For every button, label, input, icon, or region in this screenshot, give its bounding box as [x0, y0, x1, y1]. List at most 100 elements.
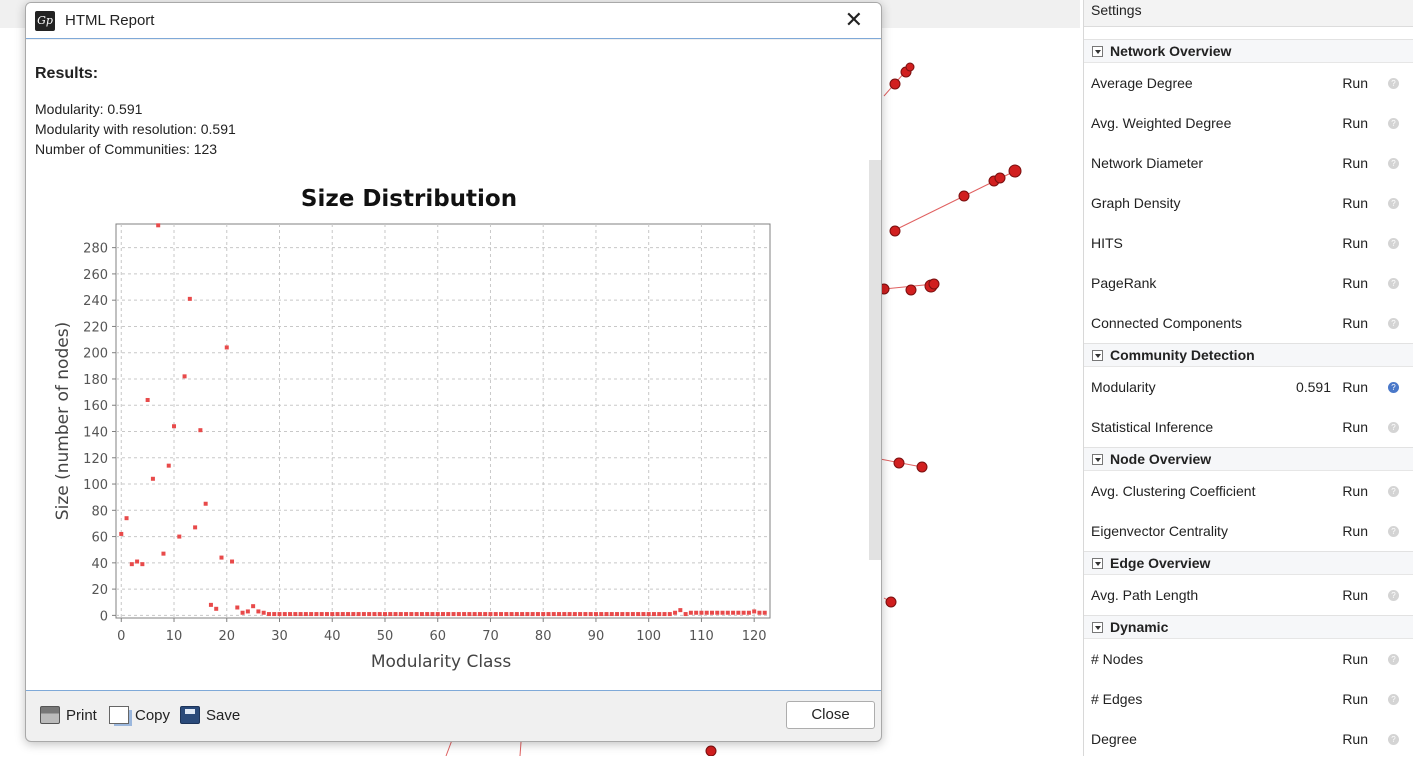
- data-point: [324, 612, 329, 617]
- report-content[interactable]: Results: Modularity: 0.591 Modularity wi…: [26, 40, 881, 691]
- help-icon[interactable]: ?: [1388, 421, 1399, 433]
- report-scrollbar[interactable]: [869, 160, 881, 560]
- stat-label: Average Degree: [1091, 75, 1193, 91]
- dialog-titlebar[interactable]: Gp HTML Report ✕: [26, 3, 881, 39]
- stat-value: 0.591: [1295, 379, 1331, 395]
- graph-node[interactable]: [1008, 164, 1022, 178]
- run-button[interactable]: Run: [1342, 315, 1368, 331]
- collapse-toggle-icon[interactable]: [1092, 453, 1103, 465]
- graph-node[interactable]: [889, 78, 901, 90]
- help-icon[interactable]: ?: [1388, 693, 1399, 705]
- section-header-community-detection[interactable]: Community Detection: [1084, 343, 1413, 367]
- graph-node[interactable]: [905, 62, 915, 72]
- help-icon[interactable]: ?: [1388, 157, 1399, 169]
- settings-panel-title: Settings: [1084, 0, 1413, 27]
- graph-edge: [445, 739, 453, 756]
- run-button[interactable]: Run: [1342, 75, 1368, 91]
- help-icon[interactable]: ?: [1388, 653, 1399, 665]
- y-tick-label: 140: [83, 426, 108, 441]
- collapse-toggle-icon[interactable]: [1092, 557, 1103, 569]
- graph-node[interactable]: [885, 596, 897, 608]
- graph-node[interactable]: [928, 278, 940, 290]
- data-point: [335, 612, 340, 617]
- run-button[interactable]: Run: [1342, 419, 1368, 435]
- collapse-toggle-icon[interactable]: [1092, 45, 1103, 57]
- stat-label: Graph Density: [1091, 195, 1181, 211]
- data-point: [488, 612, 493, 617]
- data-point: [720, 610, 725, 615]
- stat-row-avg-path-length: Avg. Path Length Run?: [1084, 575, 1413, 615]
- run-button[interactable]: Run: [1342, 275, 1368, 291]
- data-point: [588, 612, 593, 617]
- collapse-toggle-icon[interactable]: [1092, 621, 1103, 633]
- data-point: [156, 223, 161, 228]
- help-icon[interactable]: ?: [1388, 525, 1399, 537]
- graph-node[interactable]: [893, 457, 905, 469]
- data-point: [351, 612, 356, 617]
- help-icon[interactable]: ?: [1388, 485, 1399, 497]
- run-button[interactable]: Run: [1342, 235, 1368, 251]
- run-button[interactable]: Run: [1342, 115, 1368, 131]
- graph-node[interactable]: [705, 745, 717, 756]
- run-button[interactable]: Run: [1342, 691, 1368, 707]
- collapse-toggle-icon[interactable]: [1092, 349, 1103, 361]
- graph-node[interactable]: [889, 225, 901, 237]
- data-point: [419, 612, 424, 617]
- help-icon[interactable]: ?: [1388, 317, 1399, 329]
- data-point: [736, 610, 741, 615]
- help-icon[interactable]: ?: [1388, 381, 1399, 393]
- data-point: [129, 562, 134, 567]
- help-icon[interactable]: ?: [1388, 733, 1399, 745]
- gephi-logo-icon: Gp: [35, 10, 55, 31]
- print-button[interactable]: Print: [40, 706, 97, 724]
- stat-row-average-degree: Average Degree Run?: [1084, 63, 1413, 103]
- help-icon[interactable]: ?: [1388, 277, 1399, 289]
- run-button[interactable]: Run: [1342, 587, 1368, 603]
- help-icon[interactable]: ?: [1388, 117, 1399, 129]
- help-icon[interactable]: ?: [1388, 589, 1399, 601]
- save-button[interactable]: Save: [180, 706, 240, 724]
- section-title: Network Overview: [1110, 43, 1232, 59]
- run-button[interactable]: Run: [1342, 731, 1368, 747]
- run-button[interactable]: Run: [1342, 379, 1368, 395]
- close-icon[interactable]: ✕: [844, 7, 863, 32]
- graph-canvas[interactable]: [0, 0, 1080, 756]
- run-button[interactable]: Run: [1342, 651, 1368, 667]
- run-button[interactable]: Run: [1342, 155, 1368, 171]
- help-icon[interactable]: ?: [1388, 197, 1399, 209]
- print-label: Print: [66, 706, 97, 724]
- graph-node[interactable]: [905, 284, 917, 296]
- data-point: [514, 612, 519, 617]
- section-header-node-overview[interactable]: Node Overview: [1084, 447, 1413, 471]
- graph-node[interactable]: [916, 461, 928, 473]
- data-point: [567, 612, 572, 617]
- metric-number-of-communities: Number of Communities: 123: [35, 141, 218, 157]
- help-icon[interactable]: ?: [1388, 77, 1399, 89]
- data-point: [319, 612, 324, 617]
- data-point: [346, 612, 351, 617]
- y-tick-label: 240: [83, 294, 108, 309]
- graph-node[interactable]: [958, 190, 970, 202]
- close-button[interactable]: Close: [786, 701, 875, 729]
- save-label: Save: [206, 706, 241, 724]
- data-point: [251, 604, 256, 609]
- y-tick-label: 160: [83, 399, 108, 414]
- section-header-network-overview[interactable]: Network Overview: [1084, 39, 1413, 63]
- run-button[interactable]: Run: [1342, 483, 1368, 499]
- section-header-dynamic[interactable]: Dynamic: [1084, 615, 1413, 639]
- data-point: [731, 610, 736, 615]
- stat-row-edges: # Edges Run?: [1084, 679, 1413, 719]
- data-point: [667, 612, 672, 617]
- section-header-edge-overview[interactable]: Edge Overview: [1084, 551, 1413, 575]
- run-button[interactable]: Run: [1342, 523, 1368, 539]
- x-tick-label: 30: [271, 629, 288, 644]
- data-point: [214, 606, 219, 611]
- data-point: [651, 612, 656, 617]
- stat-label: HITS: [1091, 235, 1123, 251]
- data-point: [604, 612, 609, 617]
- stat-label: # Edges: [1091, 691, 1143, 707]
- help-icon[interactable]: ?: [1388, 237, 1399, 249]
- copy-button[interactable]: Copy: [109, 706, 170, 724]
- graph-node[interactable]: [994, 172, 1006, 184]
- run-button[interactable]: Run: [1342, 195, 1368, 211]
